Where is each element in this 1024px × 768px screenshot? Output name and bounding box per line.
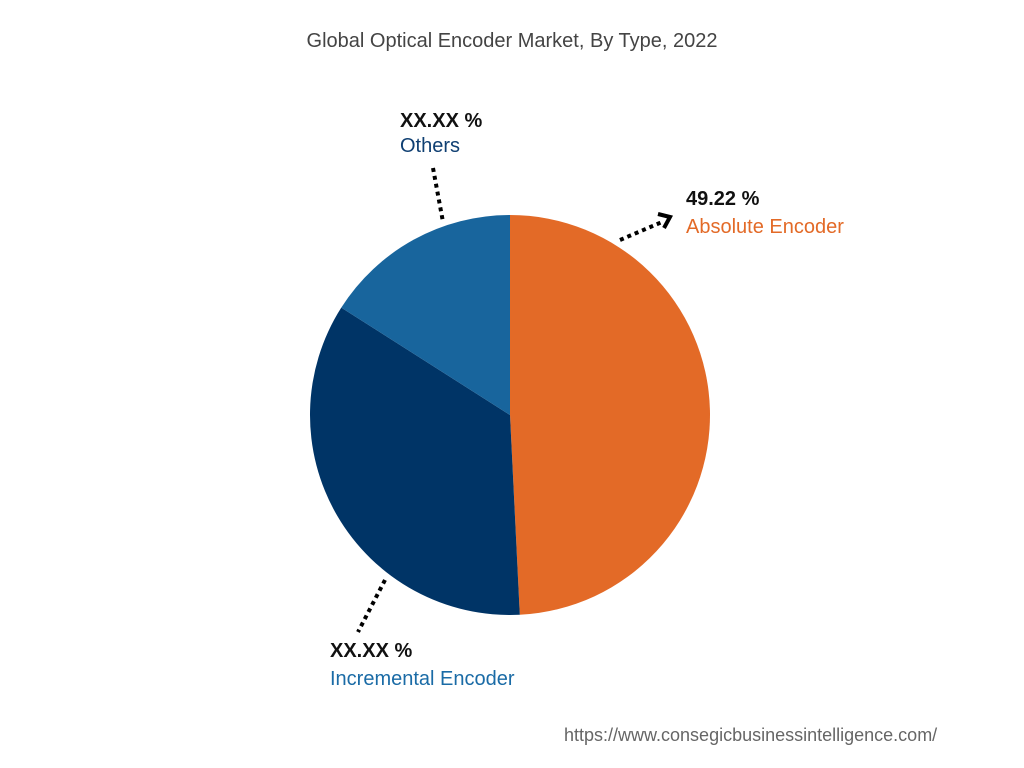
legend-label-others: Others	[400, 135, 461, 157]
source-url[interactable]: https://www.consegicbusinessintelligence…	[564, 725, 938, 745]
leader-line-others	[431, 167, 445, 223]
slice-absolute-encoder	[510, 215, 711, 615]
data-label-absolute: 49.22 %	[686, 188, 760, 210]
leader-line-incremental	[356, 579, 387, 633]
slice-others	[341, 215, 510, 415]
leader-line-absolute	[619, 220, 663, 242]
chart-title: Global Optical Encoder Market, By Type, …	[306, 30, 718, 52]
data-label-incremental: XX.XX %	[330, 640, 413, 662]
arrow-head-absolute	[657, 212, 673, 229]
legend-label-absolute: Absolute Encoder	[686, 216, 844, 238]
slice-incremental-encoder	[309, 307, 520, 616]
data-label-others: XX.XX %	[400, 110, 483, 132]
legend-label-incremental: Incremental Encoder	[330, 668, 515, 690]
